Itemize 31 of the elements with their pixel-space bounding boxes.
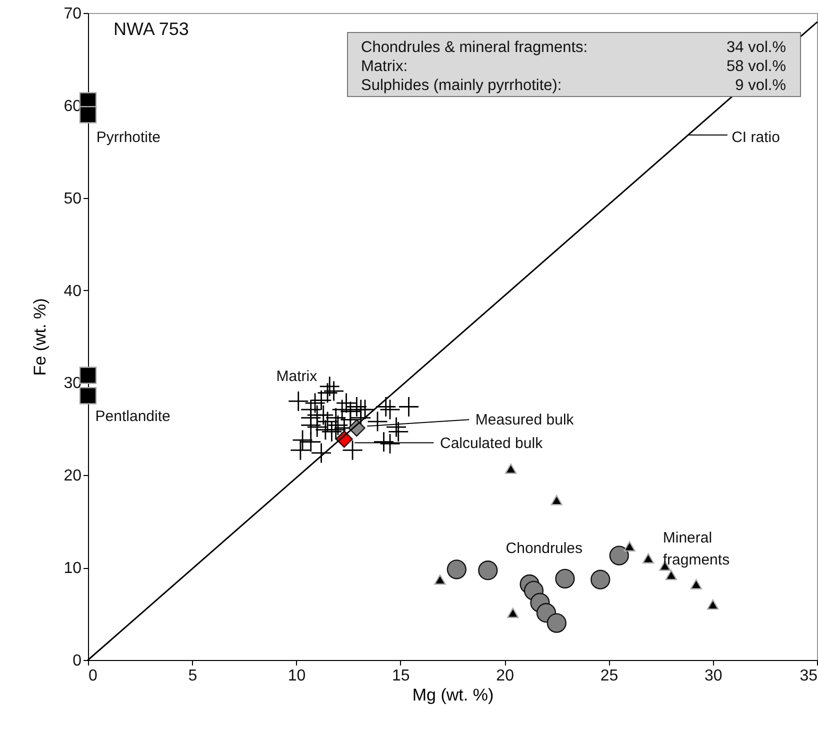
x-tick-label: 15 [392,668,410,684]
y-tick-label: 20 [64,468,82,485]
annotation: 34 vol.% [726,39,786,58]
annotation: Chondrules & mineral fragments: [361,39,589,58]
series-label: Chondrules [506,540,583,558]
annotation: 9 vol.% [734,77,786,96]
y-axis-title: Fe (wt. %) [30,298,50,376]
annotation: Sulphides (mainly pyrrhotite): [361,77,563,96]
chart-title: NWA 753 [114,18,189,39]
x-tick-label: 25 [600,668,618,684]
y-tick-label: 70 [64,6,82,22]
series-label: Pyrrhotite [96,128,161,146]
text: Calculated bulk [440,434,544,452]
x-tick-label: 20 [496,668,514,684]
y-tick-label: 0 [72,652,82,670]
annotation: 58 vol.% [726,58,786,77]
x-tick-label: 5 [188,668,198,684]
x-axis-title: Mg (wt. %) [412,686,494,704]
text: Measured bulk [475,412,574,429]
y-tick-label: 50 [64,190,82,208]
annotation: Matrix: [361,58,408,77]
y-tick-label: 40 [64,282,82,300]
x-tick-label: 30 [704,668,722,684]
y-tick-label: 10 [64,560,82,578]
series-label: Mineral fragments [662,530,730,569]
x-tick-label: 10 [288,668,306,684]
series-label: Pentlandite [95,408,170,425]
x-tick-label: 0 [88,668,98,684]
series-label: Matrix [276,368,318,386]
x-tick-label: 35 [800,668,818,684]
annotation: CI ratio [732,128,780,146]
